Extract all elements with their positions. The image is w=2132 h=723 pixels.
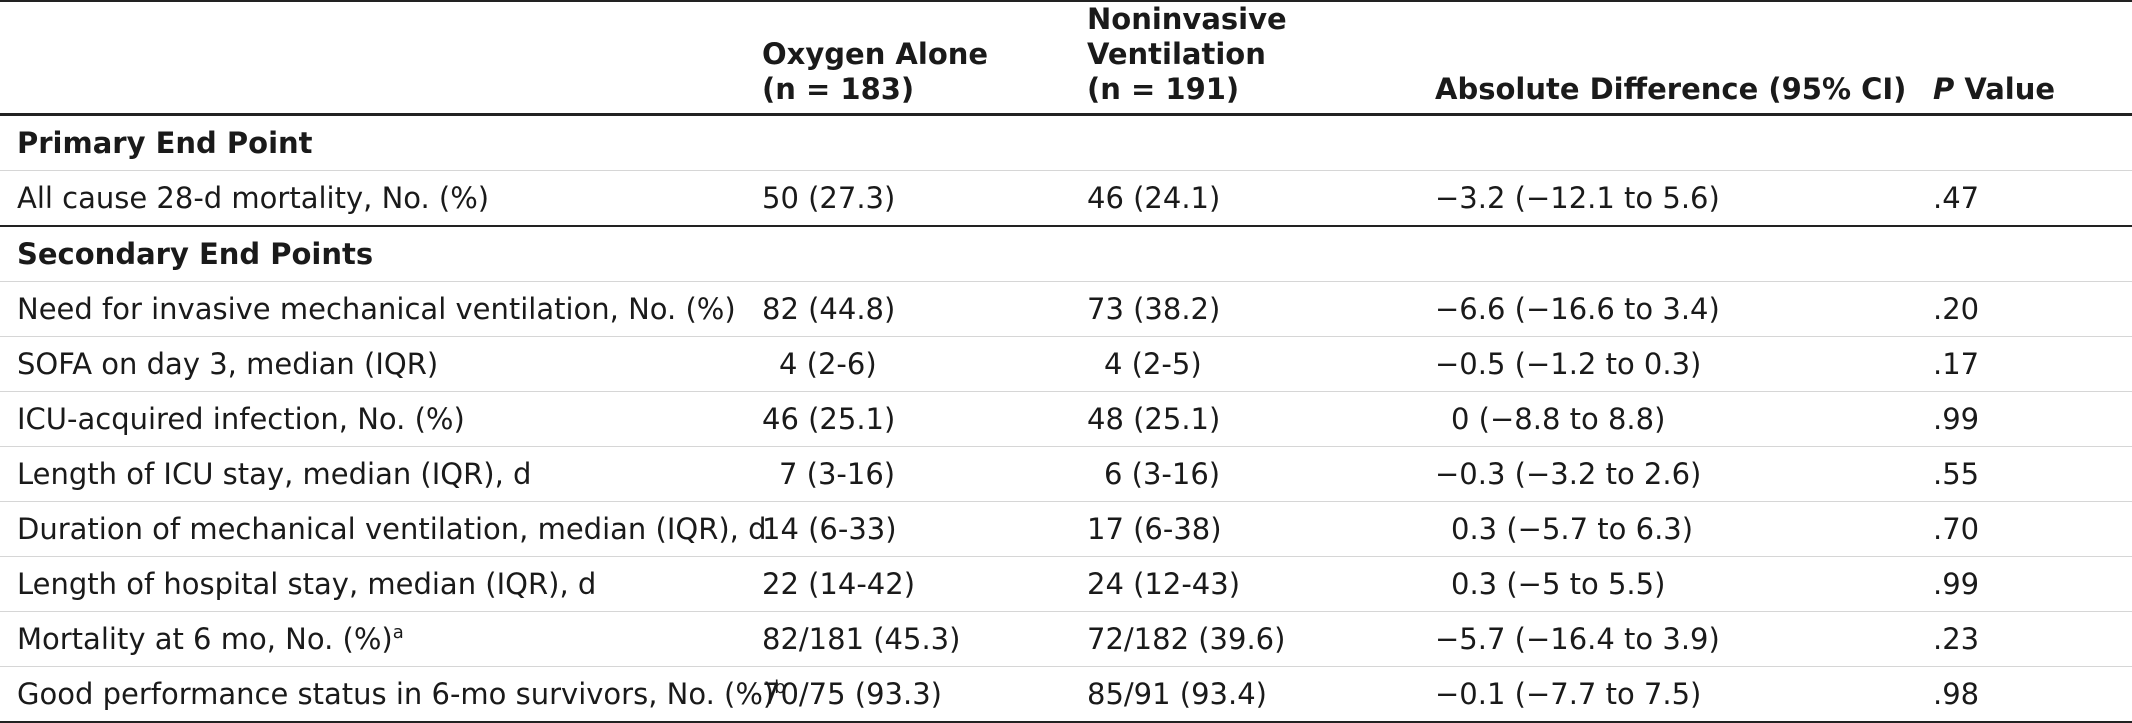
cell-oxygen: 22 (14-42) [762, 556, 1087, 612]
row-label: Good performance status in 6-mo survivor… [0, 666, 786, 723]
table-header: Oxygen Alone (n = 183) Noninvasive Venti… [0, 0, 2132, 116]
cell-difference: 0 (−8.8 to 8.8) [1435, 391, 1933, 447]
cell-p-value: .55 [1933, 446, 2132, 502]
table-row: Good performance status in 6-mo survivor… [0, 666, 2132, 723]
row-label-text: Good performance status in 6-mo survivor… [17, 677, 775, 711]
cell-p-value: .98 [1933, 666, 2132, 723]
row-label: Need for invasive mechanical ventilation… [0, 281, 762, 337]
table-row: Length of ICU stay, median (IQR), d 7 (3… [0, 446, 2132, 502]
header-p-value: P Value [1933, 0, 2132, 116]
row-label: ICU-acquired infection, No. (%) [0, 391, 762, 447]
table-row: Length of hospital stay, median (IQR), d… [0, 556, 2132, 612]
table-row: All cause 28-d mortality, No. (%) 50 (27… [0, 170, 2132, 227]
header-oxygen-n: (n = 183) [762, 72, 915, 106]
footnote-marker: a [392, 622, 404, 643]
header-absolute-difference: Absolute Difference (95% CI) [1435, 0, 1933, 116]
table-row: SOFA on day 3, median (IQR) 4 (2-6) 4 (2… [0, 336, 2132, 392]
cell-niv: 73 (38.2) [1087, 281, 1435, 337]
cell-p-value: .17 [1933, 336, 2132, 392]
row-label: All cause 28-d mortality, No. (%) [0, 170, 762, 227]
header-empty [0, 0, 762, 116]
footnote-marker: b [774, 677, 786, 698]
table-row: Need for invasive mechanical ventilation… [0, 281, 2132, 337]
section-label-secondary: Secondary End Points [0, 225, 2132, 282]
section-row-secondary: Secondary End Points [0, 225, 2132, 282]
cell-difference: −6.6 (−16.6 to 3.4) [1435, 281, 1933, 337]
cell-oxygen: 70/75 (93.3) [762, 666, 1087, 723]
table-body: Primary End Point All cause 28-d mortali… [0, 114, 2132, 723]
row-label: Mortality at 6 mo, No. (%)a [0, 611, 762, 667]
cell-p-value: .23 [1933, 611, 2132, 667]
cell-difference: −0.5 (−1.2 to 0.3) [1435, 336, 1933, 392]
cell-oxygen: 46 (25.1) [762, 391, 1087, 447]
header-oxygen-alone: Oxygen Alone (n = 183) [762, 0, 1087, 116]
table-row: ICU-acquired infection, No. (%) 46 (25.1… [0, 391, 2132, 447]
section-label-primary: Primary End Point [0, 114, 2132, 171]
cell-niv: 4 (2-5) [1087, 336, 1435, 392]
header-niv-title: Noninvasive Ventilation [1087, 2, 1287, 71]
cell-difference: −5.7 (−16.4 to 3.9) [1435, 611, 1933, 667]
header-p-rest: Value [1954, 72, 2056, 106]
row-label: SOFA on day 3, median (IQR) [0, 336, 762, 392]
cell-niv: 46 (24.1) [1087, 170, 1435, 227]
row-label: Length of hospital stay, median (IQR), d [0, 556, 762, 612]
table-row: Duration of mechanical ventilation, medi… [0, 501, 2132, 557]
cell-oxygen: 14 (6-33) [762, 501, 1087, 557]
section-row-primary: Primary End Point [0, 114, 2132, 171]
table-row: Mortality at 6 mo, No. (%)a 82/181 (45.3… [0, 611, 2132, 667]
header-niv: Noninvasive Ventilation (n = 191) [1087, 0, 1435, 116]
cell-difference: −0.3 (−3.2 to 2.6) [1435, 446, 1933, 502]
cell-difference: 0.3 (−5.7 to 6.3) [1435, 501, 1933, 557]
cell-p-value: .47 [1933, 170, 2132, 227]
cell-p-value: .20 [1933, 281, 2132, 337]
row-label-text: Mortality at 6 mo, No. (%) [17, 622, 393, 656]
header-oxygen-title: Oxygen Alone [762, 37, 989, 71]
cell-difference: 0.3 (−5 to 5.5) [1435, 556, 1933, 612]
cell-oxygen: 4 (2-6) [762, 336, 1087, 392]
cell-oxygen: 7 (3-16) [762, 446, 1087, 502]
row-label: Duration of mechanical ventilation, medi… [0, 501, 767, 557]
header-row: Oxygen Alone (n = 183) Noninvasive Venti… [0, 0, 2132, 116]
cell-niv: 17 (6-38) [1087, 501, 1435, 557]
cell-niv: 48 (25.1) [1087, 391, 1435, 447]
header-p-italic: P [1933, 72, 1955, 106]
cell-niv: 72/182 (39.6) [1087, 611, 1435, 667]
cell-oxygen: 50 (27.3) [762, 170, 1087, 227]
cell-difference: −3.2 (−12.1 to 5.6) [1435, 170, 1933, 227]
cell-difference: −0.1 (−7.7 to 7.5) [1435, 666, 1933, 723]
cell-oxygen: 82/181 (45.3) [762, 611, 1087, 667]
cell-oxygen: 82 (44.8) [762, 281, 1087, 337]
cell-p-value: .70 [1933, 501, 2132, 557]
cell-p-value: .99 [1933, 391, 2132, 447]
header-niv-n: (n = 191) [1087, 72, 1240, 106]
cell-niv: 6 (3-16) [1087, 446, 1435, 502]
header-absolute-difference-label: Absolute Difference (95% CI) [1435, 72, 1907, 106]
row-label: Length of ICU stay, median (IQR), d [0, 446, 762, 502]
cell-p-value: .99 [1933, 556, 2132, 612]
cell-niv: 24 (12-43) [1087, 556, 1435, 612]
cell-niv: 85/91 (93.4) [1087, 666, 1435, 723]
